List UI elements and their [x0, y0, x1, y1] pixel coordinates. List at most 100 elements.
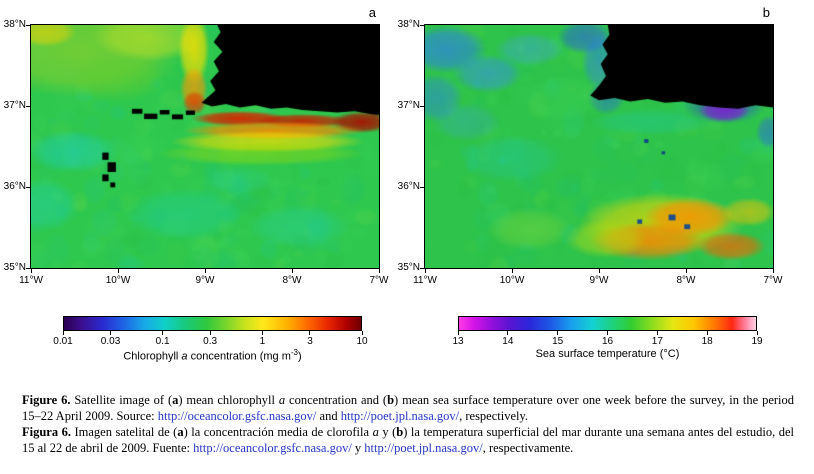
- text-segment: a: [181, 350, 188, 363]
- y-tick-label: 38°N: [3, 19, 26, 30]
- y-tick-label: 35°N: [3, 262, 26, 273]
- text-segment: y: [351, 441, 365, 455]
- caption-spanish: Figura 6. Imagen satelital de (a) la con…: [22, 424, 794, 456]
- y-tick: [420, 186, 425, 188]
- caption-english: Figure 6. Satellite image of (a) mean ch…: [22, 392, 794, 424]
- x-tick: [598, 268, 600, 273]
- y-tick-label: 37°N: [3, 100, 26, 111]
- colorbar-tick-label: 13: [452, 336, 464, 347]
- colorbar-a-title: Chlorophyll a concentration (mg m-3): [63, 348, 362, 363]
- y-tick-label: 38°N: [397, 19, 420, 30]
- colorbar-tick: [162, 331, 164, 335]
- y-tick-label: 37°N: [397, 100, 420, 111]
- y-tick-label: 35°N: [397, 262, 420, 273]
- caption-link[interactable]: http://oceancolor.gsfc.nasa.gov/: [157, 409, 317, 423]
- caption-link[interactable]: http://poet.jpl.nasa.gov/: [364, 441, 483, 455]
- colorbar-tick: [457, 331, 459, 335]
- caption-link[interactable]: http://poet.jpl.nasa.gov/: [340, 409, 460, 423]
- colorbar-b: Sea surface temperature (°C) 13 14 15 16 17 1…: [452, 316, 763, 364]
- x-tick: [378, 268, 380, 273]
- text-segment: ) mean sea surface temperature over one …: [22, 393, 794, 423]
- x-tick-label: 7°W: [763, 275, 783, 286]
- x-tick-label: 7°W: [369, 275, 389, 286]
- colorbar-tick-label: 17: [651, 336, 663, 347]
- text-segment: Imagen satelital de (: [71, 425, 178, 439]
- text-segment: y (: [378, 425, 397, 439]
- colorbar-a: Chlorophyll a concentration (mg m-3) 0.0…: [53, 316, 368, 364]
- y-tick: [420, 267, 425, 269]
- panel-a-map-canvas: [31, 25, 379, 268]
- colorbar-tick-label: 0.3: [203, 336, 218, 347]
- figure-caption: Figure 6. Satellite image of (a) mean ch…: [22, 392, 794, 456]
- y-tick-label: 36°N: [3, 181, 26, 192]
- text-segment: Chlorophyll: [123, 350, 182, 363]
- colorbar-tick-label: 18: [701, 336, 713, 347]
- x-tick: [424, 268, 426, 273]
- text-segment: Figure 6.: [22, 393, 71, 407]
- colorbar-tick: [361, 331, 363, 335]
- y-tick: [26, 24, 31, 26]
- colorbar-tick-label: 1: [259, 336, 266, 347]
- x-tick-label: 8°W: [676, 275, 696, 286]
- x-tick: [204, 268, 206, 273]
- text-segment: ): [298, 350, 302, 363]
- x-tick-label: 9°W: [195, 275, 215, 286]
- y-tick: [26, 105, 31, 107]
- colorbar-tick-label: 0.01: [53, 336, 73, 347]
- colorbar-b-gradient: [458, 316, 757, 331]
- colorbar-tick-label: 14: [502, 336, 514, 347]
- caption-link[interactable]: http://oceancolor.gsfc.nasa.gov/: [193, 441, 352, 455]
- colorbar-tick: [706, 331, 708, 335]
- x-tick: [30, 268, 32, 273]
- text-segment: a: [177, 425, 184, 439]
- x-tick-label: 11°W: [413, 275, 437, 286]
- x-tick-label: 8°W: [282, 275, 302, 286]
- text-segment: b: [387, 393, 395, 407]
- colorbar-tick: [607, 331, 608, 335]
- y-tick: [420, 24, 425, 26]
- x-tick: [291, 268, 293, 273]
- colorbar-tick-label: 19: [751, 336, 763, 347]
- colorbar-b-title: Sea surface temperature (°C): [458, 348, 757, 360]
- colorbar-tick: [110, 331, 112, 335]
- colorbar-tick: [209, 331, 211, 335]
- colorbar-tick: [656, 331, 658, 335]
- text-segment: a: [372, 425, 379, 439]
- text-segment: ) la temperatura superficial del mar dur…: [22, 425, 795, 455]
- text-segment: b: [396, 425, 404, 439]
- colorbar-tick: [62, 331, 64, 335]
- text-segment: Satellite image of (: [70, 393, 173, 407]
- text-segment: a: [172, 393, 179, 407]
- colorbar-tick: [557, 331, 559, 335]
- x-tick-label: 11°W: [19, 275, 43, 286]
- colorbar-tick-label: 10: [356, 336, 368, 347]
- panel-b-plot: 38°N 37°N 36°N 35°N 11°W 10°W 9°W 8°W 7°W: [398, 19, 783, 286]
- colorbar-tick-label: 15: [552, 336, 564, 347]
- colorbar-tick-label: 0.03: [100, 336, 121, 347]
- x-tick-label: 10°W: [105, 275, 131, 286]
- y-tick-label: 36°N: [397, 181, 420, 192]
- colorbar-tick-label: 3: [307, 336, 313, 347]
- panel-b-map-canvas: [425, 25, 773, 268]
- colorbar-tick-label: 0.1: [155, 336, 170, 347]
- x-tick: [772, 268, 774, 273]
- x-tick-label: 10°W: [499, 275, 525, 286]
- text-segment: concentration (mg m: [187, 350, 291, 363]
- x-tick: [685, 268, 687, 273]
- panel-label-b: b: [762, 5, 770, 20]
- text-segment: , respectivamente.: [482, 441, 574, 455]
- panel-label-a: a: [368, 5, 376, 20]
- text-segment: ) la concentración media de clorofila: [183, 425, 373, 439]
- colorbar-tick: [507, 331, 509, 335]
- x-tick-label: 9°W: [589, 275, 609, 286]
- text-segment: concentration and (: [285, 393, 388, 407]
- x-tick: [511, 268, 513, 273]
- colorbar-tick: [309, 331, 311, 335]
- text-segment: Figura 6.: [22, 425, 71, 439]
- y-tick: [26, 267, 31, 269]
- panel-a-plot: 38°N 37°N 36°N 35°N 11°W 10°W 9°W 8°W 7°W: [4, 19, 389, 286]
- text-segment: ) mean chlorophyll: [178, 393, 279, 407]
- colorbar-a-gradient: [63, 316, 362, 331]
- text-segment: , respectively.: [459, 409, 529, 423]
